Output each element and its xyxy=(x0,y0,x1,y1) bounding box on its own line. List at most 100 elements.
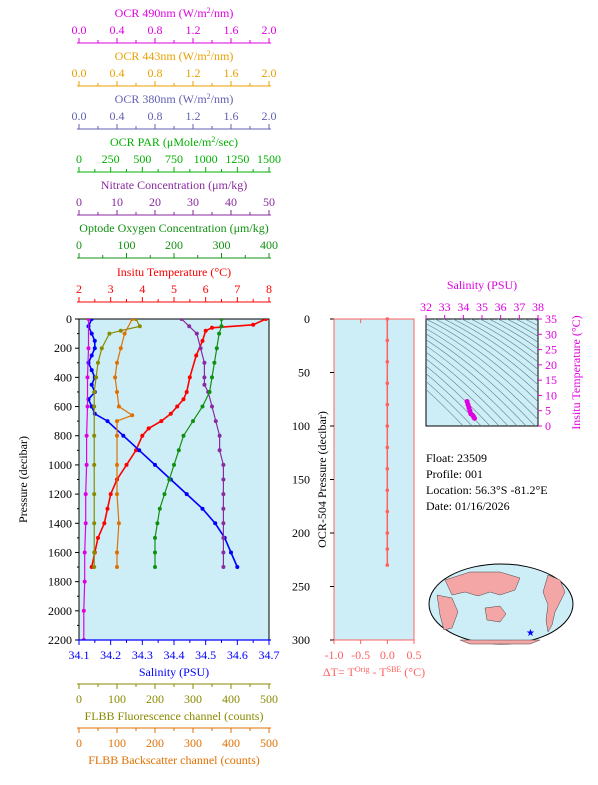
ts-x-tick-label: 34 xyxy=(457,300,469,314)
backscatter-point xyxy=(115,492,119,497)
ts-x-tick-label: 32 xyxy=(420,300,432,314)
pressure-tick-label: 1200 xyxy=(48,487,72,501)
nitrate-point xyxy=(198,346,203,351)
nitrate-tick-label: 10 xyxy=(111,195,123,209)
backscatter-point xyxy=(118,346,123,351)
bottom-axes-group: 34.1 34.2 34.3 34.4 34.5 34.6 34.7 Salinity (PS… xyxy=(69,639,280,767)
ocr490-point xyxy=(85,404,90,409)
salinity-point xyxy=(105,419,110,424)
ts-x-tick-label: 35 xyxy=(476,300,488,314)
salinity-point xyxy=(92,338,97,343)
pressure-tick-label: 1600 xyxy=(48,545,72,559)
ocr380-tick-label: 0.8 xyxy=(148,109,163,123)
ts-x-tick-label: 37 xyxy=(513,300,525,314)
temperature-point xyxy=(181,397,186,402)
par-tick-label: 0 xyxy=(76,152,82,166)
backscatter-axis-label: FLBB Backscatter channel (counts) xyxy=(88,753,260,767)
density-contour xyxy=(426,323,538,411)
temperature-point xyxy=(263,319,268,321)
nitrate-point xyxy=(221,462,226,467)
fluorescence-point xyxy=(92,492,97,497)
oxygen-point xyxy=(207,390,212,394)
par-tick-label: 500 xyxy=(133,152,151,166)
pressure-tick-label: 200 xyxy=(54,341,72,355)
backscatter-tick-label: 300 xyxy=(184,736,202,750)
pressure-tick-label: 400 xyxy=(54,370,72,384)
nitrate-tick-label: 40 xyxy=(225,195,237,209)
backscatter-point xyxy=(113,375,118,380)
salinity-point xyxy=(89,368,94,373)
temperature-tick-label: 4 xyxy=(139,282,145,296)
par-tick-label: 750 xyxy=(165,152,183,166)
salinity-point xyxy=(137,448,142,453)
salinity-point xyxy=(92,411,97,416)
ocr380-tick-label: 2.0 xyxy=(262,109,277,123)
ocr490-point xyxy=(82,579,87,584)
nitrate-point xyxy=(221,535,226,540)
nitrate-tick-label: 30 xyxy=(187,195,199,209)
density-contour xyxy=(434,319,538,394)
salinity-point xyxy=(89,319,94,321)
density-contour xyxy=(426,333,536,426)
main-profile-panel: 0 200 400 600 800 1000 1200 1400 1600 1800 2000 220… xyxy=(16,312,270,647)
oxygen-tick-label: 100 xyxy=(118,238,136,252)
dt-point xyxy=(385,381,390,386)
salinity-tick-label: 34.1 xyxy=(69,648,90,662)
ts-y-tick-label: 10 xyxy=(545,388,557,402)
oxygen-point xyxy=(200,404,205,409)
salinity-tick-label: 34.4 xyxy=(164,648,185,662)
ocr380-axis-label: OCR 380nm (W/m2/nm) xyxy=(115,92,234,107)
dt-point xyxy=(385,360,390,364)
ocr490-tick-label: 1.2 xyxy=(186,23,201,37)
nitrate-point xyxy=(217,433,222,438)
salinity-point xyxy=(92,346,97,351)
temperature-point xyxy=(124,462,129,467)
dt-y-tick-label: 150 xyxy=(292,473,310,487)
bottom-axis-salinity: 34.1 34.2 34.3 34.4 34.5 34.6 34.7 Salinity (PS… xyxy=(69,639,280,679)
backscatter-point xyxy=(122,331,127,336)
ocr443-tick-label: 1.6 xyxy=(224,66,239,80)
date-text: Date: 01/16/2026 xyxy=(426,499,510,513)
temperature-point xyxy=(140,433,145,438)
temperature-point xyxy=(168,411,173,416)
dt-x-tick-label: -1.0 xyxy=(325,648,344,662)
nitrate-tick-label: 0 xyxy=(76,195,82,209)
fluorescence-point xyxy=(92,433,97,438)
nitrate-point xyxy=(187,324,192,329)
ts-y-tick-label: 30 xyxy=(545,327,557,341)
fluorescence-tick-label: 400 xyxy=(222,692,240,706)
ts-y-tick-label: 20 xyxy=(545,358,557,372)
fluorescence-point xyxy=(92,404,97,409)
salinity-tick-label: 34.6 xyxy=(227,648,248,662)
temperature-point xyxy=(194,353,199,358)
ocr443-tick-label: 0.8 xyxy=(148,66,163,80)
nitrate-point xyxy=(221,506,226,511)
fluorescence-point xyxy=(92,565,97,569)
dt-point xyxy=(385,317,390,321)
oxygen-point xyxy=(153,535,157,540)
pressure-axis-label: Pressure (decibar) xyxy=(16,436,30,523)
oxygen-point xyxy=(210,375,214,380)
salinity-tick-label: 34.2 xyxy=(100,648,121,662)
nitrate-point xyxy=(210,404,214,409)
fluorescence-point xyxy=(118,328,123,333)
ts-y-tick-label: 5 xyxy=(545,404,551,418)
dt-y-tick-label: 50 xyxy=(298,366,310,380)
temperature-point xyxy=(146,426,151,431)
ts-x-tick-label: 38 xyxy=(532,300,544,314)
density-contour xyxy=(426,389,464,426)
float-id-text: Float: 23509 xyxy=(426,451,487,465)
oxygen-point xyxy=(153,565,157,569)
ts-contours xyxy=(426,319,538,426)
ocr490-point xyxy=(86,346,91,351)
ts-x-tick-label: 33 xyxy=(439,300,451,314)
ocr490-point xyxy=(83,492,88,497)
dt-point xyxy=(385,338,390,343)
temperature-tick-label: 5 xyxy=(171,282,177,296)
world-map-inset: ★ xyxy=(428,563,574,645)
nitrate-point xyxy=(179,319,184,321)
ocr490-tick-label: 0.4 xyxy=(110,23,125,37)
ocr490-tick-label: 1.6 xyxy=(224,23,239,37)
